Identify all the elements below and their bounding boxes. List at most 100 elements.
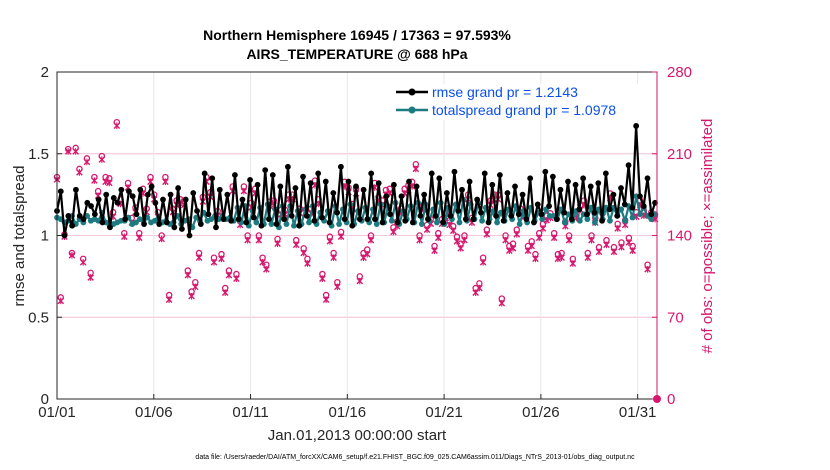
totalspread-point [591,219,598,226]
obs-assimilated-point [76,169,83,176]
rmse-point [144,191,151,198]
totalspread-point [637,211,643,218]
totalspread-point [253,219,260,226]
legend-rmse-marker [408,88,416,96]
rmse-point [353,183,359,190]
rmse-point [356,216,363,223]
rmse-point [61,232,68,239]
rmse-point [383,193,390,200]
rmse-point [459,186,465,193]
rmse-point [269,172,276,178]
obs-assimilated-point [64,148,72,155]
x-tick-label: 01/01 [38,404,76,421]
rmse-point [584,211,590,218]
rmse-point [425,216,431,223]
rmse-point [209,175,216,182]
rmse-point [220,216,227,223]
totalspread-point [576,217,583,224]
rmse-point [194,208,200,214]
rmse-point [201,170,208,177]
y2-tick-label: 280 [667,64,692,81]
obs-assimilated-point [629,247,636,254]
rmse-point [546,203,552,209]
obs-assimilated-point [292,241,300,249]
rmse-point [345,178,352,185]
rmse-point [474,196,481,203]
obs-assimilated-point [367,236,375,244]
rmse-point [568,216,575,223]
rmse-point [394,219,401,226]
rmse-point [387,211,393,218]
rmse-point [137,186,144,193]
y2-tick-label: 210 [667,146,692,163]
rmse-point [341,216,348,223]
rmse-point [375,180,382,187]
rmse-point [296,222,303,229]
rmse-point [197,221,204,227]
totalspread-point [622,217,628,224]
obs-assimilated-point [610,248,618,256]
rmse-point [576,206,583,213]
rmse-point [648,211,655,218]
obs-assimilated-point [603,241,610,249]
obs-assimilated-point [416,236,423,244]
obs-assimilated-point [330,254,337,261]
x-axis-label: Jan.01,2013 00:00:00 start [268,427,447,444]
rmse-point [107,224,113,231]
totalspread-point [418,221,425,227]
rmse-point [621,201,628,208]
rmse-point [330,190,337,196]
obs-assimilated-point [162,178,169,186]
rmse-point [402,217,409,224]
obs-assimilated-point [569,260,577,267]
rmse-point [478,209,484,216]
rmse-point [629,204,636,211]
obs-assimilated-point [453,238,461,245]
rmse-point [99,219,106,226]
totalspread-point [208,216,215,223]
rmse-point [542,168,549,175]
totalspread-point [618,206,625,213]
obs-assimilated-point [259,259,266,266]
rmse-point [470,216,477,223]
obs-assimilated-point [449,227,457,235]
rmse-point [300,173,306,180]
rmse-point [538,211,545,218]
x-tick-label: 01/26 [522,404,560,421]
rmse-point [428,170,435,177]
rmse-point [398,193,405,200]
totalspread-point [306,219,312,226]
legend-box [392,84,654,120]
obs-assimilated-point [434,234,442,242]
rmse-point [618,185,624,191]
rmse-point [443,190,450,196]
totalspread-point [291,222,297,229]
obs-assimilated-point [184,271,192,279]
rmse-point [610,191,617,198]
rmse-point [171,224,178,231]
totalspread-point [336,221,343,227]
rmse-point [447,212,454,219]
obs-assimilated-point [195,254,203,261]
obs-assimilated-point [539,225,547,232]
obs-assimilated-point [188,292,195,300]
rmse-point [288,212,295,219]
obs-assimilated-point [192,283,199,291]
rmse-point [243,219,250,226]
rmse-point [322,178,329,185]
y2-axis-label: # of obs: o=possible; ×=assimilated [699,119,716,354]
obs-assimilated-point [457,245,464,252]
obs-assimilated-point [240,187,248,195]
rmse-point [455,208,462,214]
totalspread-point [494,219,500,226]
rmse-point [417,212,424,219]
rmse-point [637,193,643,200]
obs-assimilated-point [461,236,468,244]
rmse-point [273,221,280,227]
rmse-point [485,219,492,226]
rmse-point [466,178,473,185]
obs-assimilated-point [614,225,621,232]
rmse-point [553,216,560,223]
rmse-point [303,212,310,219]
rmse-point [565,178,571,185]
